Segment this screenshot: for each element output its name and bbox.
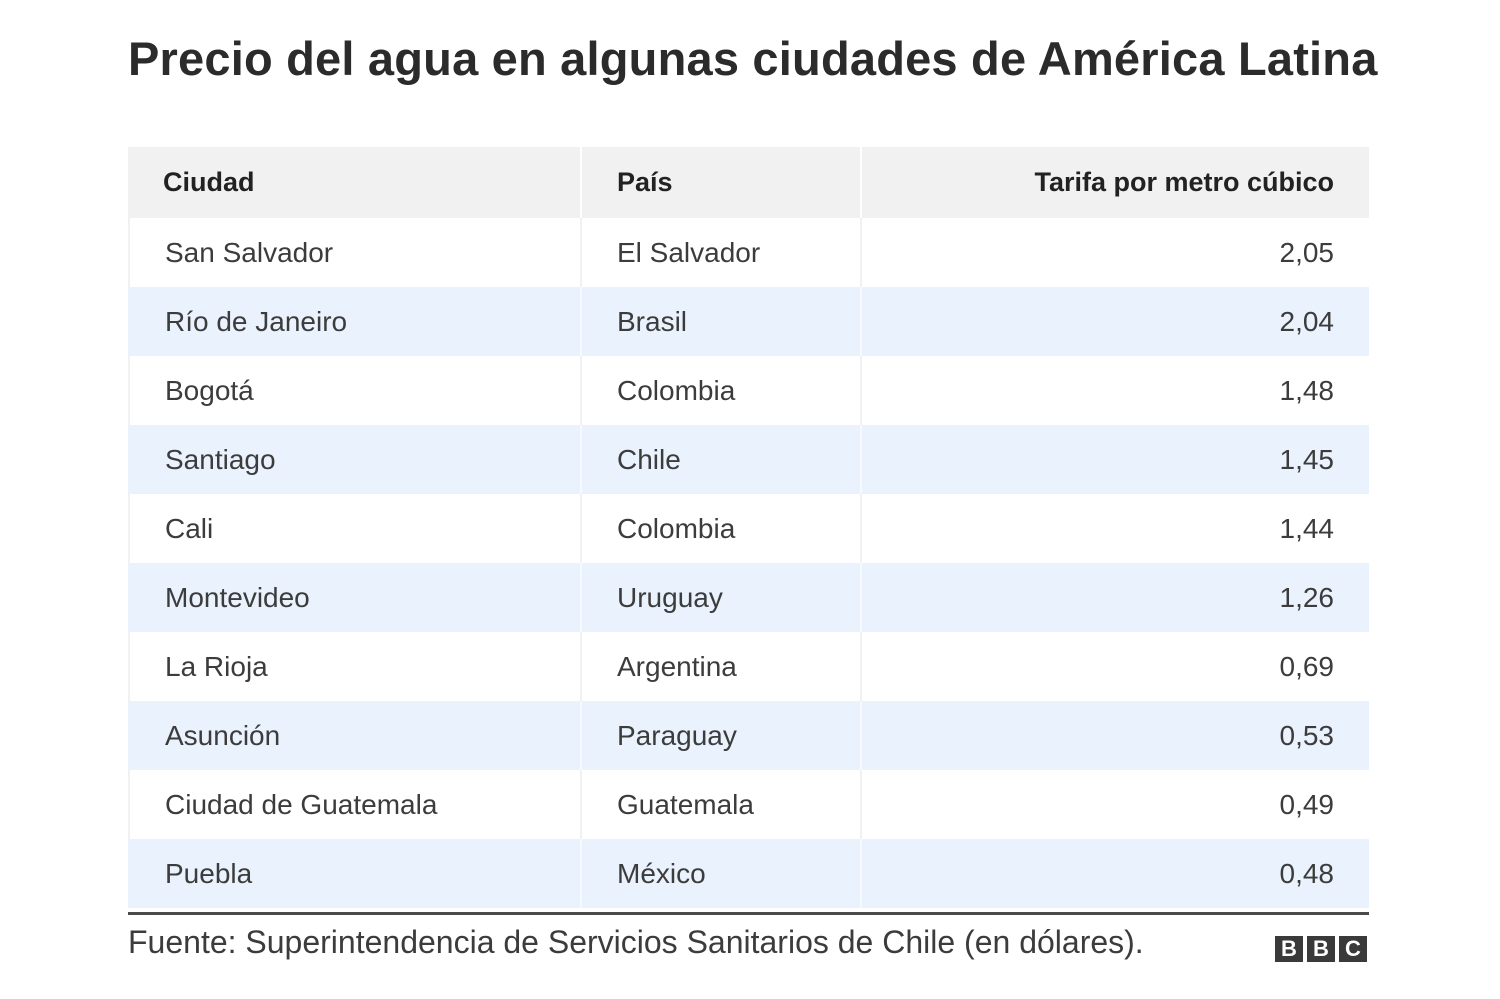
source-note: Fuente: Superintendencia de Servicios Sa… [128,924,1144,960]
cell-pais: Paraguay [582,701,862,770]
cell-pais: Argentina [582,632,862,701]
cell-ciudad: Santiago [128,425,582,494]
table-row: San Salvador El Salvador 2,05 [128,218,1369,287]
cell-pais: Guatemala [582,770,862,839]
column-header-pais: País [582,147,862,218]
cell-pais: Colombia [582,356,862,425]
cell-ciudad: Montevideo [128,563,582,632]
table-row: Bogotá Colombia 1,48 [128,356,1369,425]
table-row: Santiago Chile 1,45 [128,425,1369,494]
cell-tarifa: 2,04 [862,287,1369,356]
cell-ciudad: Bogotá [128,356,582,425]
cell-ciudad: Asunción [128,701,582,770]
table-row: Río de Janeiro Brasil 2,04 [128,287,1369,356]
table-row: Puebla México 0,48 [128,839,1369,908]
cell-ciudad: Puebla [128,839,582,908]
bbc-logo: B B C [1275,936,1367,962]
cell-tarifa: 1,48 [862,356,1369,425]
chart-title: Precio del agua en algunas ciudades de A… [128,32,1378,85]
cell-ciudad: Ciudad de Guatemala [128,770,582,839]
cell-tarifa: 2,05 [862,218,1369,287]
footer-divider [128,912,1369,915]
cell-tarifa: 0,53 [862,701,1369,770]
table-row: Ciudad de Guatemala Guatemala 0,49 [128,770,1369,839]
cell-tarifa: 1,45 [862,425,1369,494]
cell-pais: El Salvador [582,218,862,287]
cell-pais: México [582,839,862,908]
table-row: Cali Colombia 1,44 [128,494,1369,563]
table-row: Montevideo Uruguay 1,26 [128,563,1369,632]
cell-ciudad: Río de Janeiro [128,287,582,356]
cell-tarifa: 0,49 [862,770,1369,839]
bbc-logo-letter: B [1307,936,1335,962]
cell-tarifa: 0,48 [862,839,1369,908]
table-row: La Rioja Argentina 0,69 [128,632,1369,701]
bbc-logo-letter: C [1339,936,1367,962]
cell-tarifa: 0,69 [862,632,1369,701]
table-header-row: Ciudad País Tarifa por metro cúbico [128,147,1369,218]
cell-ciudad: La Rioja [128,632,582,701]
cell-ciudad: Cali [128,494,582,563]
cell-ciudad: San Salvador [128,218,582,287]
water-price-table: Ciudad País Tarifa por metro cúbico San … [128,147,1369,908]
bbc-logo-letter: B [1275,936,1303,962]
column-header-ciudad: Ciudad [128,147,582,218]
cell-tarifa: 1,26 [862,563,1369,632]
cell-pais: Chile [582,425,862,494]
cell-tarifa: 1,44 [862,494,1369,563]
cell-pais: Brasil [582,287,862,356]
column-header-tarifa: Tarifa por metro cúbico [862,147,1369,218]
cell-pais: Uruguay [582,563,862,632]
table-row: Asunción Paraguay 0,53 [128,701,1369,770]
cell-pais: Colombia [582,494,862,563]
